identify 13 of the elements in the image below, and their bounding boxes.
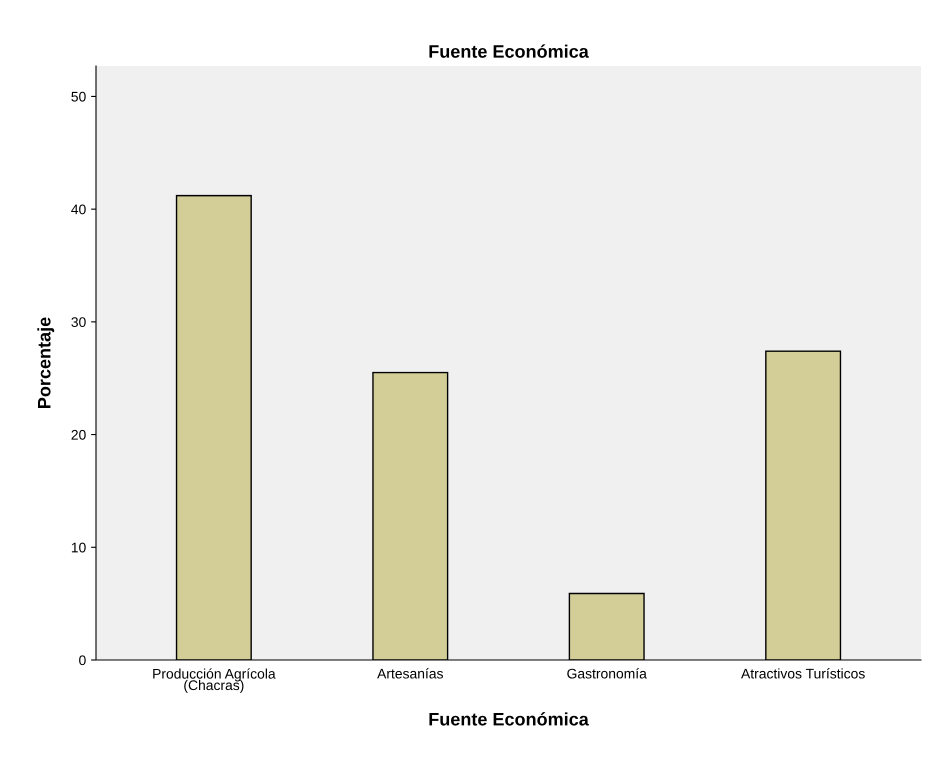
x-tick-label: Artesanías — [377, 668, 443, 679]
x-axis-title: Fuente Económica — [429, 712, 589, 726]
y-tick-label: 10 — [72, 542, 86, 552]
y-tick-label: 30 — [71, 317, 86, 328]
x-tick-label: Producción Agrícola (Chacras) — [153, 668, 276, 693]
y-tick-label: 20 — [72, 430, 86, 440]
x-tick-label: Gastronomía — [567, 668, 647, 679]
x-tick-label: Atractivos Turísticos — [741, 668, 865, 679]
y-axis-title: Porcentaje — [37, 317, 54, 408]
y-tick-label: 0 — [79, 655, 86, 666]
y-tick-label: 40 — [71, 204, 86, 214]
y-tick-label: 50 — [71, 92, 86, 102]
chart-title: Fuente Económica — [429, 44, 589, 58]
